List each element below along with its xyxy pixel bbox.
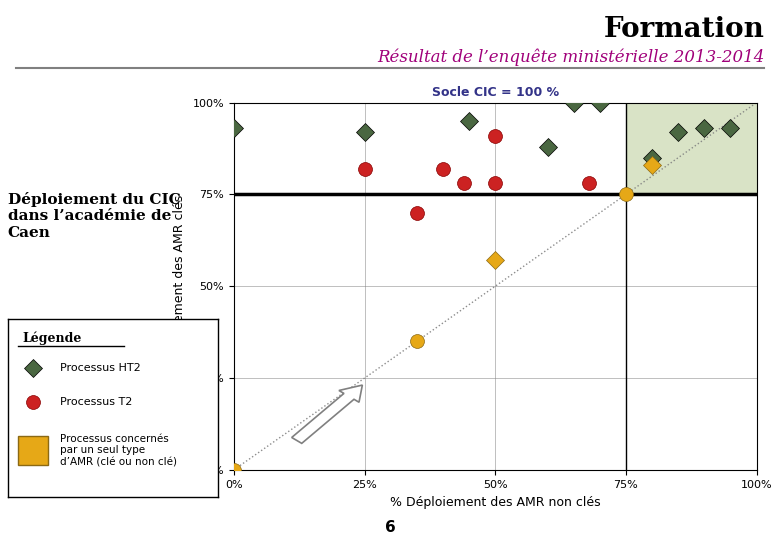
Text: Formation: Formation (604, 16, 764, 43)
Text: Processus HT2: Processus HT2 (61, 363, 141, 374)
X-axis label: % Déploiement des AMR non clés: % Déploiement des AMR non clés (390, 496, 601, 509)
Text: 6: 6 (385, 519, 395, 535)
Y-axis label: % Déploiement des AMR clés: % Déploiement des AMR clés (172, 194, 186, 378)
Text: Processus T2: Processus T2 (61, 397, 133, 407)
Text: Légende: Légende (23, 331, 82, 345)
Title: Socle CIC = 100 %: Socle CIC = 100 % (432, 86, 558, 99)
Text: Résultat de l’enquête ministérielle 2013-2014: Résultat de l’enquête ministérielle 2013… (377, 49, 764, 66)
Bar (19, 436, 48, 465)
Text: Déploiement du CIC
dans l’académie de
Caen: Déploiement du CIC dans l’académie de Ca… (8, 192, 180, 240)
Bar (626, 103, 757, 194)
Text: Processus concernés
par un seul type
d’AMR (clé ou non clé): Processus concernés par un seul type d’A… (61, 434, 177, 467)
FancyArrow shape (292, 385, 363, 443)
